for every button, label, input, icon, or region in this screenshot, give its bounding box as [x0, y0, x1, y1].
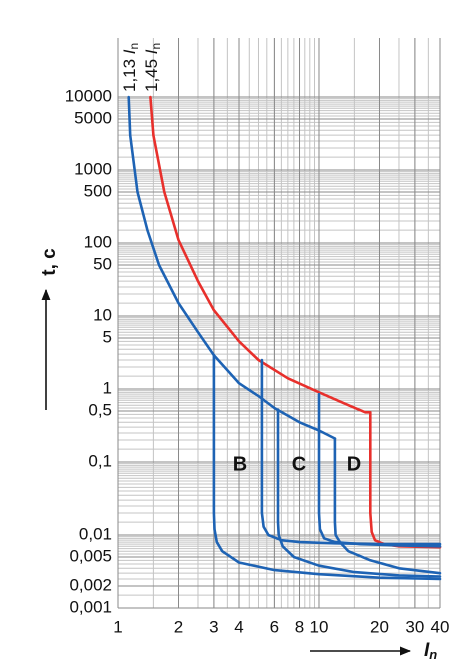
annotation-subscript: n: [127, 43, 141, 50]
y-tick-label: 100: [84, 232, 112, 251]
annotation-symbol: I: [120, 49, 139, 54]
annotation: 1,45 In: [142, 43, 163, 92]
grid: [117, 38, 441, 609]
x-tick-label: 6: [270, 617, 279, 636]
curve: [260, 358, 442, 546]
x-tick-label: 8: [295, 617, 304, 636]
curve: [276, 408, 442, 578]
y-tick-label: 10000: [65, 86, 112, 105]
y-tick-label: 0,005: [69, 546, 112, 565]
annotation-text: 1,13: [120, 54, 139, 92]
annotation-text: 1,45: [142, 54, 161, 92]
y-tick-label: 1: [103, 378, 112, 397]
y-tick-label: 5: [103, 327, 112, 346]
y-tick-label: 5000: [74, 108, 112, 127]
y-tick-label: 1000: [74, 159, 112, 178]
annotation-symbol: I: [142, 49, 161, 54]
curve-label: B: [233, 453, 247, 475]
x-tick-label: 1: [113, 617, 122, 636]
y-tick-label: 50: [93, 254, 112, 273]
x-tick-label: 20: [370, 617, 389, 636]
x-axis-label: In: [424, 640, 437, 662]
curve: [127, 95, 337, 440]
x-tick-label: 3: [209, 617, 218, 636]
curve: [333, 437, 442, 575]
x-tick-label: 30: [405, 617, 424, 636]
y-axis-label: t, c: [39, 248, 60, 276]
y-tick-label: 10: [93, 305, 112, 324]
y-tick-label: 0,002: [69, 576, 112, 595]
x-tick-label: 40: [431, 617, 450, 636]
curve-label: D: [347, 453, 361, 475]
x-axis-symbol: I: [424, 640, 430, 661]
curve: [317, 392, 442, 548]
x-axis-subscript: n: [429, 647, 437, 662]
x-tick-label: 2: [174, 617, 183, 636]
curve: [212, 353, 442, 581]
curve: [149, 95, 442, 549]
y-tick-label: 500: [84, 181, 112, 200]
labels: 10000 5000 1000 500 100 50 10 5 1 0,5 0,1 0,01 0,005…: [65, 43, 450, 637]
x-tick-label: 4: [234, 617, 243, 636]
annotation-subscript: n: [149, 43, 163, 50]
x-tick-label: 10: [310, 617, 329, 636]
curve-label: C: [292, 453, 306, 475]
curves: [127, 95, 442, 581]
annotation: 1,13 In: [120, 43, 141, 92]
y-tick-label: 0,001: [69, 597, 112, 616]
y-tick-label: 0,01: [79, 524, 112, 543]
y-tick-label: 0,1: [88, 451, 112, 470]
y-tick-label: 0,5: [88, 400, 112, 419]
